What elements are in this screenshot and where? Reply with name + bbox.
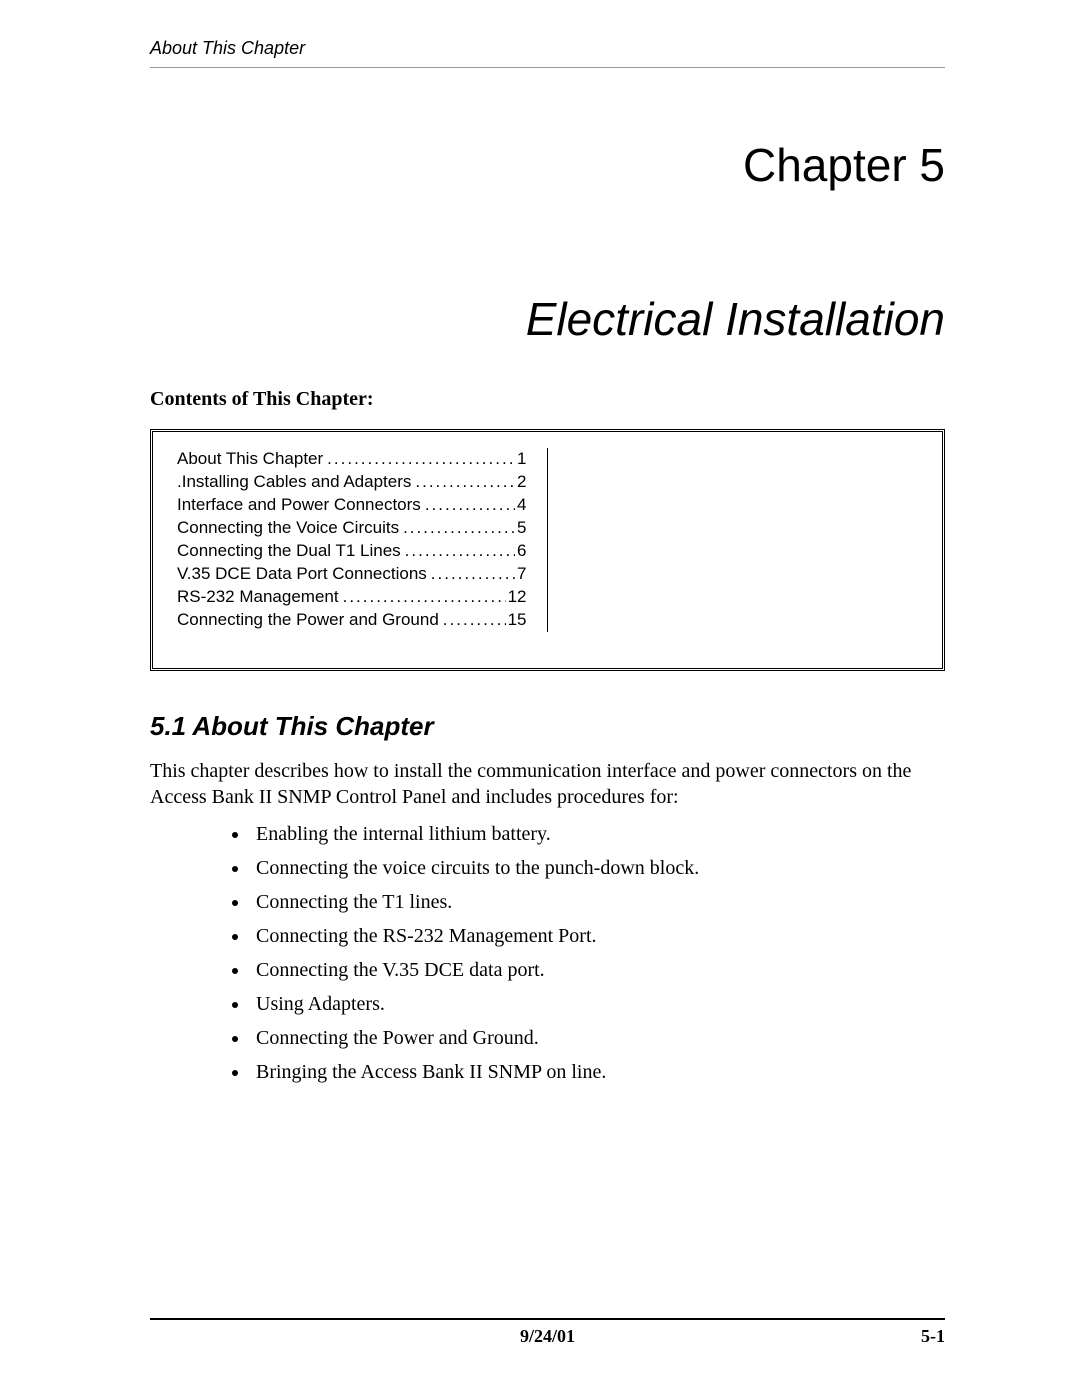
list-item: Using Adapters. — [250, 992, 945, 1016]
chapter-title: Electrical Installation — [150, 292, 945, 346]
toc-entry: Connecting the Voice Circuits 5 — [177, 517, 527, 540]
running-head: About This Chapter — [150, 38, 305, 58]
toc-leader-dots — [401, 540, 515, 563]
toc-entry: About This Chapter 1 — [177, 448, 527, 471]
toc-entry: RS-232 Management 12 — [177, 586, 527, 609]
toc-entry-title: .Installing Cables and Adapters — [177, 471, 411, 494]
page: About This Chapter Chapter 5 Electrical … — [0, 0, 1080, 1397]
toc-leader-dots — [427, 563, 515, 586]
list-item: Bringing the Access Bank II SNMP on line… — [250, 1060, 945, 1084]
list-item: Connecting the RS-232 Management Port. — [250, 924, 945, 948]
toc-leader-dots — [399, 517, 515, 540]
page-header: About This Chapter — [150, 38, 945, 68]
list-item: Connecting the V.35 DCE data port. — [250, 958, 945, 982]
toc-entry-page: 2 — [515, 471, 526, 494]
toc-entry: Connecting the Dual T1 Lines 6 — [177, 540, 527, 563]
toc-entry: V.35 DCE Data Port Connections 7 — [177, 563, 527, 586]
toc-right-column — [548, 448, 943, 632]
toc-entry-title: About This Chapter — [177, 448, 323, 471]
toc-leader-dots — [411, 471, 515, 494]
list-item: Connecting the Power and Ground. — [250, 1026, 945, 1050]
toc-leader-dots — [421, 494, 515, 517]
toc-entry: Connecting the Power and Ground 15 — [177, 609, 527, 632]
footer-date: 9/24/01 — [150, 1326, 945, 1347]
toc-entry-page: 6 — [515, 540, 526, 563]
toc-entry-title: Connecting the Voice Circuits — [177, 517, 399, 540]
toc-left-column: About This Chapter 1 .Installing Cables … — [153, 448, 548, 632]
toc-entry-title: Connecting the Dual T1 Lines — [177, 540, 401, 563]
toc-entry-title: V.35 DCE Data Port Connections — [177, 563, 427, 586]
toc-box: About This Chapter 1 .Installing Cables … — [150, 429, 945, 671]
toc-entry-page: 4 — [515, 494, 526, 517]
list-item: Connecting the T1 lines. — [250, 890, 945, 914]
page-footer: 9/24/01 5-1 — [150, 1318, 945, 1347]
chapter-label: Chapter 5 — [150, 138, 945, 192]
list-item: Enabling the internal lithium battery. — [250, 822, 945, 846]
toc-entry-title: Connecting the Power and Ground — [177, 609, 439, 632]
toc-entry-page: 15 — [506, 609, 527, 632]
toc-entry: .Installing Cables and Adapters 2 — [177, 471, 527, 494]
toc-leader-dots — [439, 609, 506, 632]
toc-entry-page: 12 — [506, 586, 527, 609]
toc-entry-page: 5 — [515, 517, 526, 540]
toc-entry-page: 1 — [515, 448, 526, 471]
toc-entry-page: 7 — [515, 563, 526, 586]
toc-entry: Interface and Power Connectors 4 — [177, 494, 527, 517]
section-heading: 5.1 About This Chapter — [150, 711, 945, 742]
toc-leader-dots — [339, 586, 506, 609]
section-intro: This chapter describes how to install th… — [150, 758, 945, 810]
list-item: Connecting the voice circuits to the pun… — [250, 856, 945, 880]
toc-leader-dots — [323, 448, 515, 471]
bullet-list: Enabling the internal lithium battery. C… — [250, 822, 945, 1084]
contents-label: Contents of This Chapter: — [150, 388, 945, 411]
toc-entry-title: RS-232 Management — [177, 586, 339, 609]
toc-entry-title: Interface and Power Connectors — [177, 494, 421, 517]
